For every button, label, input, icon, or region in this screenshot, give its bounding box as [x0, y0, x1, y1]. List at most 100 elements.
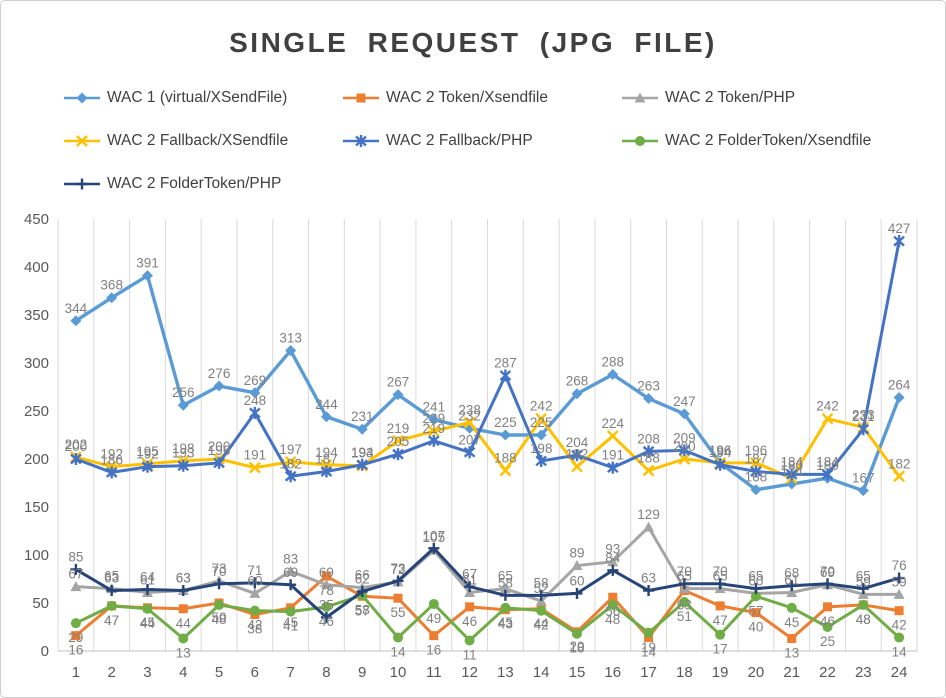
data-label: 55	[391, 605, 406, 620]
data-label: 58	[498, 575, 513, 590]
y-axis-tick-label: 250	[24, 403, 49, 420]
data-label: 192	[566, 447, 589, 462]
data-label: 219	[423, 421, 446, 436]
x-axis-tick-label: 3	[143, 664, 151, 681]
data-label: 196	[745, 443, 768, 458]
series-line	[75, 593, 901, 642]
data-label: 69	[319, 565, 334, 580]
x-axis-tick-label: 6	[251, 664, 259, 681]
data-label: 241	[423, 400, 446, 415]
data-label: 85	[68, 549, 83, 564]
data-label: 63	[677, 598, 692, 613]
data-label: 61	[784, 572, 799, 587]
data-label: 287	[494, 355, 517, 370]
data-label: 70	[677, 564, 692, 579]
chart-title: SINGLE REQUEST (JPG FILE)	[229, 27, 717, 58]
data-label: 38	[247, 622, 262, 637]
data-label: 25	[820, 634, 835, 649]
x-axis-tick-label: 18	[676, 664, 693, 681]
data-label: 196	[208, 443, 231, 458]
data-label: 64	[140, 570, 156, 585]
data-label: 276	[208, 366, 231, 381]
data-label: 11	[463, 647, 477, 662]
data-label: 200	[65, 439, 88, 454]
data-label: 63	[176, 571, 191, 586]
data-label: 65	[856, 569, 871, 584]
x-axis-tick-label: 16	[604, 664, 621, 681]
data-label: 44	[534, 616, 550, 631]
data-label: 16	[426, 643, 441, 658]
data-label: 67	[462, 567, 477, 582]
data-label: 60	[748, 573, 763, 588]
data-label: 44	[140, 616, 156, 631]
data-label: 60	[569, 573, 584, 588]
data-label: 16	[68, 643, 83, 658]
data-label: 188	[494, 451, 517, 466]
data-label: 427	[888, 221, 911, 236]
data-label: 73	[391, 561, 406, 576]
y-axis-tick-label: 300	[24, 355, 49, 372]
data-label: 47	[713, 613, 728, 628]
legend-item-label: WAC 2 Token/PHP	[665, 89, 796, 106]
data-label: 191	[244, 448, 267, 463]
x-axis-tick-label: 10	[390, 664, 407, 681]
data-label: 48	[856, 612, 871, 627]
data-label: 313	[279, 331, 302, 346]
data-label: 65	[713, 569, 728, 584]
x-axis-tick-label: 7	[286, 664, 294, 681]
data-label: 60	[247, 573, 262, 588]
data-label: 42	[247, 618, 262, 633]
x-axis-tick-label: 2	[108, 664, 116, 681]
y-axis-tick-label: 150	[24, 499, 49, 516]
legend-item-wac-2-foldertoken-php: WAC 2 FolderToken/PHP	[64, 175, 343, 193]
data-label: 66	[355, 568, 370, 583]
data-label: 198	[530, 441, 553, 456]
data-label: 45	[283, 615, 298, 630]
data-label: 248	[244, 393, 267, 408]
data-label: 244	[315, 397, 338, 412]
data-label: 61	[140, 572, 155, 587]
x-axis-tick-label: 12	[461, 664, 478, 681]
data-label: 63	[641, 571, 656, 586]
data-label: 264	[888, 378, 911, 393]
y-axis-tick-label: 200	[24, 451, 49, 468]
data-label: 35	[319, 597, 334, 612]
series-wac-2-foldertoken-php	[70, 542, 905, 623]
data-label: 51	[677, 609, 692, 624]
data-label: 233	[852, 407, 875, 422]
data-label: 45	[784, 615, 799, 630]
data-label: 57	[355, 603, 370, 618]
x-axis-tick-label: 1	[72, 664, 80, 681]
data-label: 78	[319, 583, 334, 598]
diamond-marker-icon	[64, 92, 100, 104]
series-wac-2-foldertoken-xsendfile	[70, 590, 905, 646]
data-label: 192	[136, 447, 159, 462]
legend-item-label: WAC 2 Fallback/PHP	[386, 132, 533, 149]
x-axis-tick-label: 20	[748, 664, 765, 681]
data-label: 14	[641, 645, 657, 660]
data-label: 68	[784, 566, 799, 581]
data-label: 242	[816, 399, 839, 414]
data-label: 168	[745, 470, 768, 485]
legend-item-wac-2-token-php: WAC 2 Token/PHP	[622, 89, 901, 107]
star-marker-icon	[343, 135, 379, 147]
data-label: 72	[391, 562, 406, 577]
data-label: 180	[816, 458, 839, 473]
series-line	[75, 546, 900, 619]
legend-item-label: WAC 2 Fallback/XSendfile	[107, 132, 289, 149]
y-axis-tick-label: 100	[24, 547, 49, 564]
data-label: 193	[351, 446, 374, 461]
data-label: 70	[820, 564, 835, 579]
data-label: 191	[602, 448, 625, 463]
data-label: 269	[244, 373, 267, 388]
x-axis-tick-label: 17	[640, 664, 657, 681]
data-label: 208	[637, 431, 660, 446]
series-line	[74, 574, 900, 641]
data-label: 238	[458, 403, 481, 418]
data-label: 219	[387, 421, 410, 436]
legend-item-wac-1-virtual-xsendfile-: WAC 1 (virtual/XSendFile)	[64, 89, 343, 107]
data-label: 40	[748, 620, 763, 635]
data-label: 174	[780, 464, 803, 479]
